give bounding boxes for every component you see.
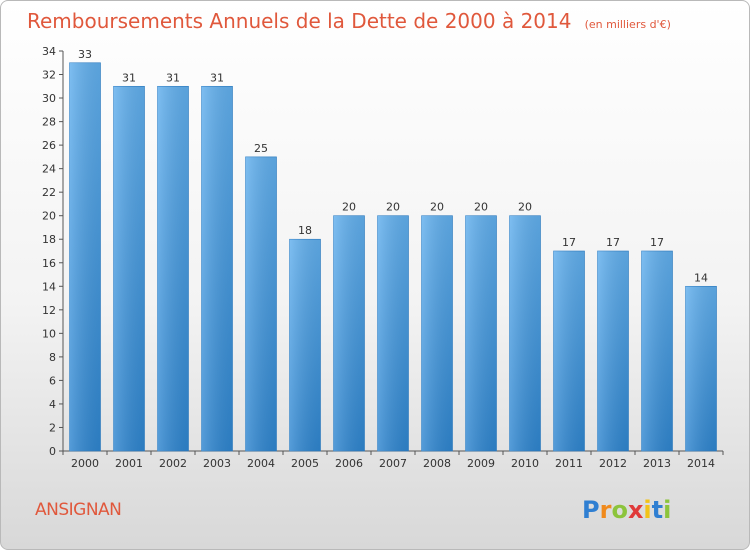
y-tick-label: 24 xyxy=(42,163,56,176)
bar-shade xyxy=(157,86,189,451)
value-label: 31 xyxy=(210,71,224,84)
y-tick-label: 18 xyxy=(42,233,56,246)
x-tick-label: 2013 xyxy=(643,457,671,470)
logo-letter: t xyxy=(652,496,663,524)
x-tick-label: 2007 xyxy=(379,457,407,470)
value-label: 20 xyxy=(386,201,400,214)
chart-title: Remboursements Annuels de la Dette de 20… xyxy=(27,9,671,33)
y-tick-label: 8 xyxy=(49,351,56,364)
value-label: 31 xyxy=(166,71,180,84)
y-tick-label: 28 xyxy=(42,116,56,129)
bar-shade xyxy=(289,239,321,451)
x-tick-label: 2000 xyxy=(71,457,99,470)
logo-letter: r xyxy=(600,496,612,524)
y-tick-label: 0 xyxy=(49,445,56,458)
value-label: 25 xyxy=(254,142,268,155)
bar-shade xyxy=(553,251,585,451)
logo-letter: i xyxy=(663,496,671,524)
y-tick-label: 20 xyxy=(42,210,56,223)
value-label: 20 xyxy=(474,201,488,214)
bars: 33 31 31 31 25 18 20 20 20 20 20 17 17 17 14 xyxy=(69,48,717,452)
x-tick-label: 2012 xyxy=(599,457,627,470)
logo-letter: P xyxy=(582,496,600,524)
x-tick-label: 2001 xyxy=(115,457,143,470)
y-tick-label: 2 xyxy=(49,421,56,434)
x-tick-label: 2014 xyxy=(687,457,715,470)
y-tick-label: 22 xyxy=(42,186,56,199)
value-label: 31 xyxy=(122,71,136,84)
value-label: 33 xyxy=(78,48,92,61)
x-tick-label: 2011 xyxy=(555,457,583,470)
y-tick-label: 14 xyxy=(42,280,56,293)
bar-shade xyxy=(245,156,277,451)
value-label: 17 xyxy=(650,236,664,249)
y-tick-label: 16 xyxy=(42,257,56,270)
value-label: 20 xyxy=(430,201,444,214)
y-tick-label: 4 xyxy=(49,398,56,411)
value-label: 17 xyxy=(562,236,576,249)
bar-shade xyxy=(377,215,409,451)
bar-shade xyxy=(685,286,717,451)
x-tick-label: 2009 xyxy=(467,457,495,470)
bar-shade xyxy=(421,215,453,451)
bar-shade xyxy=(597,251,629,451)
bar-shade xyxy=(641,251,673,451)
value-label: 18 xyxy=(298,224,312,237)
bar-shade xyxy=(113,86,145,451)
commune-name: ANSIGNAN xyxy=(35,500,121,520)
y-tick-label: 10 xyxy=(42,327,56,340)
bar-shade xyxy=(333,215,365,451)
y-tick-label: 34 xyxy=(42,45,56,58)
x-tick-label: 2008 xyxy=(423,457,451,470)
value-label: 17 xyxy=(606,236,620,249)
bar-shade xyxy=(509,215,541,451)
x-tick-label: 2004 xyxy=(247,457,275,470)
value-label: 20 xyxy=(342,201,356,214)
bar-shade xyxy=(201,86,233,451)
logo-letter: i xyxy=(643,496,651,524)
bar-shade xyxy=(465,215,497,451)
proxiti-logo: Proxiti xyxy=(582,496,671,524)
x-tick-label: 2005 xyxy=(291,457,319,470)
y-tick-label: 32 xyxy=(42,69,56,82)
bar-shade xyxy=(69,62,101,451)
y-tick-label: 6 xyxy=(49,374,56,387)
logo-letter: o xyxy=(611,496,628,524)
y-tick-label: 26 xyxy=(42,139,56,152)
x-tick-label: 2010 xyxy=(511,457,539,470)
value-label: 20 xyxy=(518,201,532,214)
x-tick-label: 2002 xyxy=(159,457,187,470)
x-tick-label: 2006 xyxy=(335,457,363,470)
y-tick-label: 30 xyxy=(42,92,56,105)
logo-letter: x xyxy=(628,496,644,524)
x-tick-label: 2003 xyxy=(203,457,231,470)
value-label: 14 xyxy=(694,271,708,284)
y-tick-label: 12 xyxy=(42,304,56,317)
